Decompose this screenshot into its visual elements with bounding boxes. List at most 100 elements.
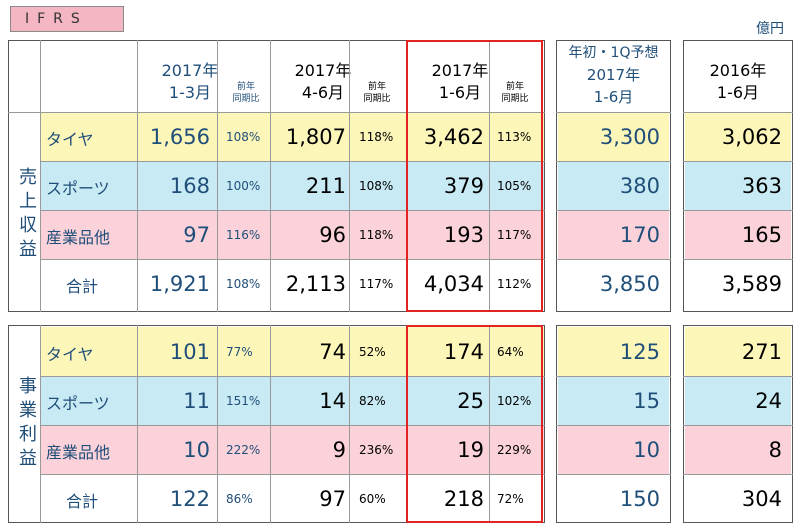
cell-forecast: 125: [619, 339, 660, 364]
profit-band-prev: [685, 327, 791, 376]
row-divider-prev: [683, 259, 793, 260]
row-divider-prev: [683, 210, 793, 211]
cell-q1: 101: [169, 339, 210, 364]
cell-h1-pct: 229%: [497, 442, 532, 457]
cell-prev: 3,589: [721, 271, 782, 296]
cell-q1: 1,921: [149, 271, 210, 296]
profit-band-forecast: [558, 376, 669, 425]
col-q2-ratio-l1: 前年: [367, 82, 386, 92]
cell-h1-pct: 102%: [497, 393, 532, 408]
col-prev-l2: 1-6月: [716, 83, 760, 102]
cell-prev: 271: [741, 339, 782, 364]
revenue-band-main: [40, 112, 545, 161]
revenue-band-main: [40, 259, 545, 308]
header-divider: [8, 112, 545, 113]
col-forecast-l1: 年初・1Q予想: [568, 45, 659, 61]
row-divider-prev: [683, 161, 793, 162]
cell-q1-pct: 108%: [226, 276, 261, 291]
revenue-band-main: [40, 210, 545, 259]
revenue-band-forecast: [558, 161, 669, 210]
cell-q2: 211: [305, 173, 346, 198]
section-label-profit: 事業利益: [19, 376, 37, 469]
cell-q1-pct: 86%: [226, 491, 253, 506]
profit-band-forecast: [558, 425, 669, 474]
row-label-profit-0: タイヤ: [46, 344, 94, 364]
cell-q2-pct: 60%: [359, 491, 386, 506]
row-divider-fc: [556, 210, 671, 211]
prev-table-profit: [683, 325, 793, 523]
profit-band-main: [40, 376, 545, 425]
cell-q2-pct: 118%: [359, 129, 394, 144]
cell-h1: 193: [443, 222, 484, 247]
cell-q1-pct: 116%: [226, 227, 261, 242]
cell-forecast: 3,850: [599, 271, 660, 296]
cell-h1: 19: [457, 437, 484, 462]
header-divider-fc: [556, 112, 671, 113]
cell-h1: 3,462: [423, 124, 484, 149]
cell-q1-pct: 77%: [226, 344, 253, 359]
col-q2-period: 4-6月: [301, 83, 345, 102]
profit-band-main: [40, 425, 545, 474]
cell-prev: 165: [741, 222, 782, 247]
cell-h1-pct: 64%: [497, 344, 524, 359]
col-q1-ratio-l2: 同期比: [232, 94, 260, 104]
cell-h1: 218: [443, 486, 484, 511]
grid-line: [489, 325, 490, 523]
row-divider: [40, 376, 545, 377]
cell-q1: 1,656: [149, 124, 210, 149]
col-h1-period: 1-6月: [438, 83, 482, 102]
row-divider-fc: [556, 161, 671, 162]
cell-q1-pct: 151%: [226, 393, 261, 408]
row-label-profit-3: 合計: [66, 491, 99, 511]
row-divider-fc: [556, 376, 671, 377]
grid-line: [217, 40, 218, 312]
row-divider-prev: [683, 425, 793, 426]
revenue-band-forecast: [558, 210, 669, 259]
cell-h1: 25: [457, 388, 484, 413]
cell-h1-pct: 72%: [497, 491, 524, 506]
row-label-profit-2: 産業品他: [46, 442, 111, 462]
col-prev-l1: 2016年: [709, 61, 767, 80]
revenue-band-prev: [685, 259, 791, 308]
cell-prev: 363: [741, 173, 782, 198]
revenue-band-prev: [685, 210, 791, 259]
cell-h1: 4,034: [423, 271, 484, 296]
cell-forecast: 150: [619, 486, 660, 511]
cell-q2-pct: 236%: [359, 442, 394, 457]
row-divider-fc: [556, 425, 671, 426]
cell-q2: 97: [319, 486, 346, 511]
cell-h1-pct: 112%: [497, 276, 532, 291]
col-forecast-l2: 2017年: [586, 66, 641, 84]
main-table-profit: [8, 325, 545, 523]
cell-q2: 2,113: [285, 271, 346, 296]
cell-h1-pct: 117%: [497, 227, 532, 242]
col-q1-ratio-l1: 前年: [236, 82, 255, 92]
cell-forecast: 380: [619, 173, 660, 198]
profit-band-forecast: [558, 327, 669, 376]
row-divider-fc: [556, 259, 671, 260]
cell-prev: 304: [741, 486, 782, 511]
grid-line: [349, 40, 350, 312]
cell-forecast: 3,300: [599, 124, 660, 149]
cell-q2-pct: 52%: [359, 344, 386, 359]
col-h1-ratio-l1: 前年: [505, 82, 524, 92]
cell-q2-pct: 108%: [359, 178, 394, 193]
cell-prev: 8: [768, 437, 782, 462]
cell-forecast: 10: [633, 437, 660, 462]
cell-h1-pct: 105%: [497, 178, 532, 193]
cell-prev: 24: [755, 388, 782, 413]
col-h1-year: 2017年: [431, 61, 489, 80]
profit-band-forecast: [558, 474, 669, 523]
grid-line: [217, 325, 218, 523]
grid-line: [137, 40, 138, 312]
grid-line: [270, 325, 271, 523]
cell-q1: 11: [183, 388, 210, 413]
cell-q2: 9: [332, 437, 346, 462]
cell-q2: 1,807: [285, 124, 346, 149]
forecast-table: [556, 40, 671, 312]
grid-line: [489, 40, 490, 312]
highlight-h1-revenue: [406, 40, 543, 312]
row-divider-prev: [683, 474, 793, 475]
cell-h1: 174: [443, 339, 484, 364]
revenue-band-forecast: [558, 259, 669, 308]
